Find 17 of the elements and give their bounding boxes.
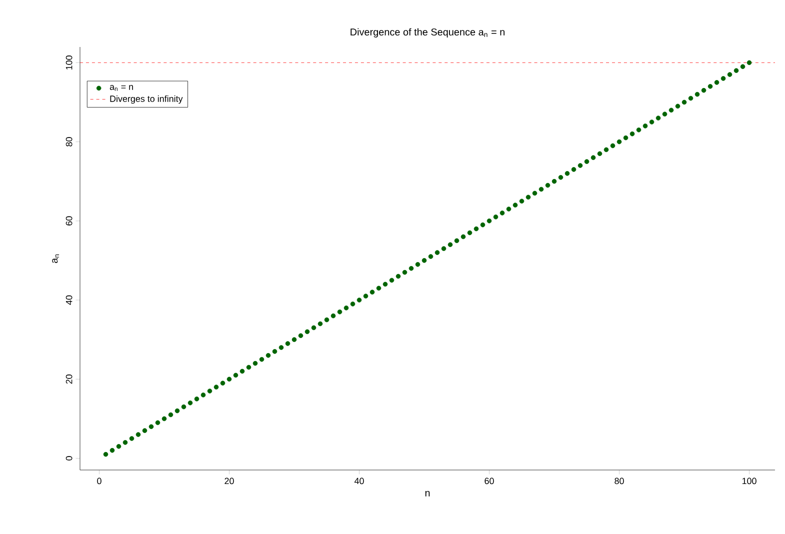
x-tick-label: 0 — [97, 478, 102, 484]
legend-label: a$_{n}$ = n — [110, 85, 133, 91]
y-tick-label: 40 — [66, 295, 72, 305]
y-tick-label: 0 — [66, 456, 72, 460]
y-axis-title: a$_{n}$ — [52, 254, 60, 264]
y-tick-label: 20 — [66, 374, 72, 384]
legend-label: Diverges to infinity — [110, 95, 183, 104]
chart-title: Divergence of the Sequence a$_{n}$ = n — [350, 28, 504, 38]
x-tick-label: 80 — [614, 478, 624, 484]
x-tick-label: 100 — [742, 478, 756, 484]
x-axis-title: n — [425, 490, 430, 496]
x-tick-label: 60 — [484, 478, 494, 484]
y-tick-label: 60 — [66, 216, 72, 226]
x-tick-label: 20 — [224, 478, 234, 484]
y-tick-label: 80 — [66, 137, 72, 146]
y-tick-label: 100 — [66, 56, 72, 70]
x-tick-label: 40 — [354, 478, 364, 484]
